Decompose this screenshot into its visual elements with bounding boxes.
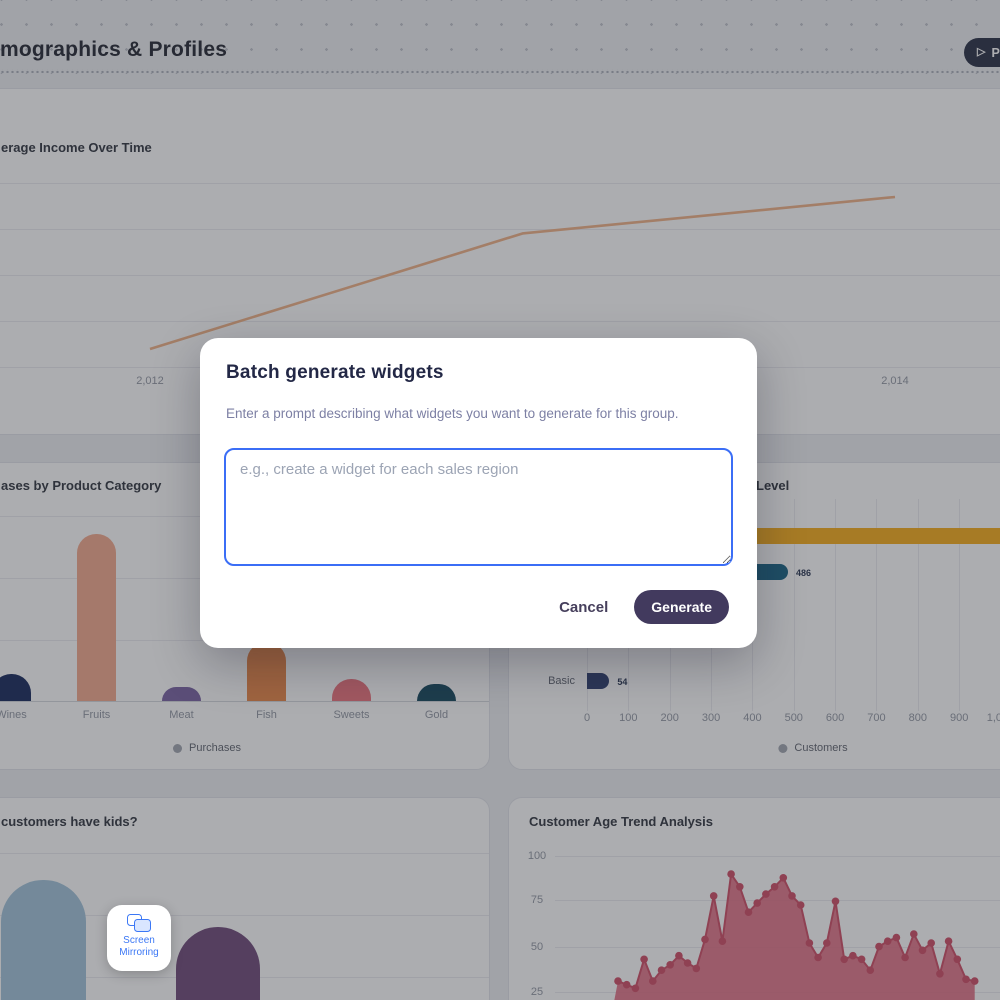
screen-front-icon [134, 919, 151, 932]
purchases-bar [332, 678, 371, 701]
purchases-legend-label: Purchases [189, 742, 241, 754]
kids-bar [176, 927, 260, 1000]
page-title: mographics & Profiles [0, 38, 228, 61]
present-button[interactable]: ▷ Pr [964, 38, 1000, 67]
card-income-over-time: erage Income Over Time 2,012 2,014 [0, 88, 1000, 435]
axis-line [0, 701, 489, 702]
gridline [793, 499, 795, 711]
purchases-bar [162, 687, 201, 701]
cancel-button[interactable]: Cancel [559, 598, 609, 616]
level-legend-label: Customers [794, 742, 848, 754]
card-customers-have-kids: customers have kids? [0, 797, 490, 1000]
level-bar [587, 673, 610, 689]
purchases-bar [77, 534, 116, 701]
screen-mirroring-label: Screen Mirroring [119, 935, 159, 958]
gridline [0, 853, 489, 854]
x-tick-label: 800 [908, 712, 927, 724]
x-tick-label: 1,000 [986, 712, 1000, 724]
y-tick-label: 25 [530, 986, 544, 998]
x-tick-label: 700 [867, 712, 886, 724]
present-button-label: Pr [991, 45, 1000, 60]
screen-mirroring-icon [127, 914, 151, 932]
generate-button[interactable]: Generate [634, 590, 729, 624]
purchases-bar [417, 683, 456, 701]
row-category-label: Basic [548, 675, 575, 687]
gridline [0, 183, 1000, 184]
modal-description: Enter a prompt describing what widgets y… [226, 406, 679, 421]
gridline [555, 856, 1000, 857]
y-tick-label: 75 [530, 894, 544, 906]
play-icon: ▷ [977, 46, 986, 58]
gridline [0, 915, 489, 916]
x-tick-label: 0 [583, 712, 591, 724]
category-label: Fish [256, 709, 277, 721]
bar-value-label: 486 [795, 568, 811, 578]
category-label: Sweets [333, 709, 370, 721]
purchases-bar [247, 641, 286, 701]
x-tick-label: 300 [701, 712, 721, 724]
gridline [959, 499, 961, 711]
modal-title: Batch generate widgets [226, 362, 444, 383]
x-tick-label: 100 [619, 712, 638, 724]
y-tick-label: 50 [530, 941, 544, 953]
category-label: Wines [0, 709, 27, 721]
prompt-textarea[interactable] [224, 448, 733, 566]
level-legend: Customers [778, 742, 848, 754]
header-dotted-divider [0, 69, 1000, 73]
legend-dot-icon [778, 743, 788, 753]
x-tick-label: 500 [784, 712, 803, 724]
gridline [835, 499, 837, 711]
batch-generate-modal: Batch generate widgets Enter a prompt de… [200, 338, 757, 648]
category-label: Meat [169, 709, 194, 721]
legend-dot-icon [173, 743, 183, 753]
chart-title-income: erage Income Over Time [1, 140, 152, 155]
screen-mirroring-button[interactable]: Screen Mirroring [107, 905, 171, 971]
x-tick-label: 2,014 [881, 375, 909, 387]
gridline [876, 499, 878, 711]
x-tick-label: 2,012 [136, 375, 164, 387]
x-tick-label: 200 [660, 712, 679, 724]
purchases-legend: Purchases [173, 742, 241, 754]
gridline [917, 499, 919, 711]
x-tick-label: 600 [825, 712, 845, 724]
chart-title-kids: customers have kids? [1, 814, 138, 829]
kids-bar [1, 880, 86, 1000]
bar-value-label: 54 [617, 677, 628, 687]
category-label: Gold [424, 709, 449, 721]
x-tick-label: 900 [949, 712, 969, 724]
chart-title-age-trend: Customer Age Trend Analysis [529, 814, 713, 829]
chart-title-level: Level [756, 478, 790, 493]
x-tick-label: 400 [743, 712, 762, 724]
chart-title-purchases: ases by Product Category [1, 478, 162, 493]
y-tick-label: 100 [527, 850, 547, 862]
category-label: Fruits [82, 709, 111, 721]
page-header: mographics & Profiles ▷ Pr [0, 0, 1000, 74]
modal-actions: Cancel Generate [559, 590, 729, 624]
